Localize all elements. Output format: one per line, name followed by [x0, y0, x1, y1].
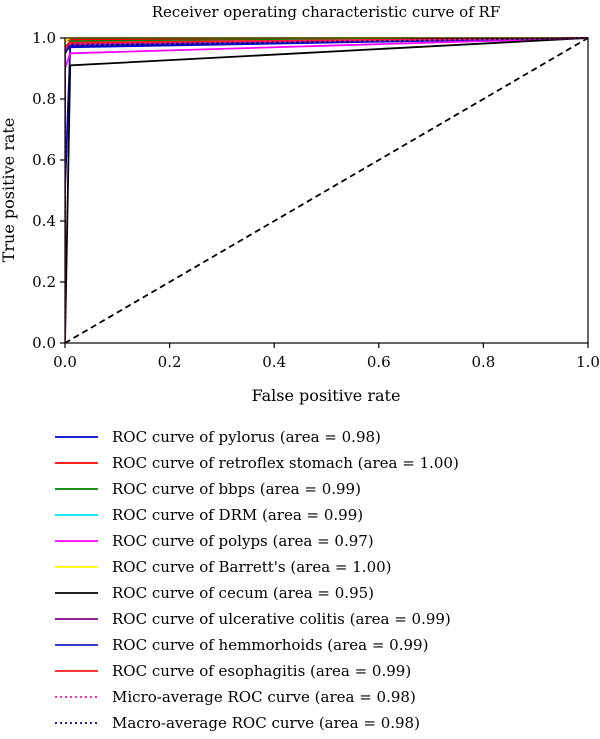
roc-series-line-5	[65, 37, 588, 343]
legend-label-11: Micro-average ROC curve (area = 0.98)	[112, 688, 416, 706]
legend-label-10: ROC curve of esophagitis (area = 0.99)	[112, 662, 411, 680]
y-tick-label: 0.4	[32, 212, 56, 230]
legend-label-8: ROC curve of ulcerative colitis (area = …	[112, 610, 451, 628]
legend-label-2: ROC curve of retroflex stomach (area = 1…	[112, 454, 459, 472]
x-tick-label: 0.0	[53, 353, 77, 371]
y-tick-label: 1.0	[32, 29, 56, 47]
legend-label-4: ROC curve of DRM (area = 0.99)	[112, 506, 363, 524]
chart-title: Receiver operating characteristic curve …	[152, 3, 501, 21]
y-axis-label: True positive rate	[0, 118, 18, 263]
legend-label-1: ROC curve of pylorus (area = 0.98)	[112, 428, 381, 446]
roc-series-line-11	[65, 37, 588, 343]
x-tick-label: 0.2	[158, 353, 182, 371]
legend: ROC curve of pylorus (area = 0.98) ROC cu…	[55, 428, 459, 732]
roc-series-line-9	[65, 37, 588, 343]
x-axis-label: False positive rate	[252, 386, 401, 405]
chance-diagonal-line	[65, 37, 588, 343]
series-group	[65, 37, 588, 343]
plot-frame	[64, 37, 589, 344]
legend-label-9: ROC curve of hemmorhoids (area = 0.99)	[112, 636, 428, 654]
legend-label-12: Macro-average ROC curve (area = 0.98)	[112, 714, 420, 732]
axes: 0.0 0.2 0.4 0.6 0.8 1.0 0.0 0.2 0.4 0.6 0.8 1.0	[32, 29, 600, 371]
legend-label-3: ROC curve of bbps (area = 0.99)	[112, 480, 361, 498]
roc-series-line-7	[65, 37, 588, 343]
x-tick-label: 0.8	[471, 353, 495, 371]
y-tick-label: 0.2	[32, 273, 56, 291]
x-tick-label: 0.4	[262, 353, 286, 371]
roc-series-line-10	[65, 37, 588, 343]
y-tick-label: 0.6	[32, 151, 56, 169]
legend-label-7: ROC curve of cecum (area = 0.95)	[112, 584, 374, 602]
y-tick-label: 0.0	[32, 334, 56, 352]
x-tick-label: 0.6	[367, 353, 391, 371]
legend-label-5: ROC curve of polyps (area = 0.97)	[112, 532, 374, 550]
y-tick-label: 0.8	[32, 90, 56, 108]
plot-area	[65, 37, 588, 343]
legend-label-6: ROC curve of Barrett's (area = 1.00)	[112, 558, 392, 576]
x-tick-label: 1.0	[576, 353, 600, 371]
